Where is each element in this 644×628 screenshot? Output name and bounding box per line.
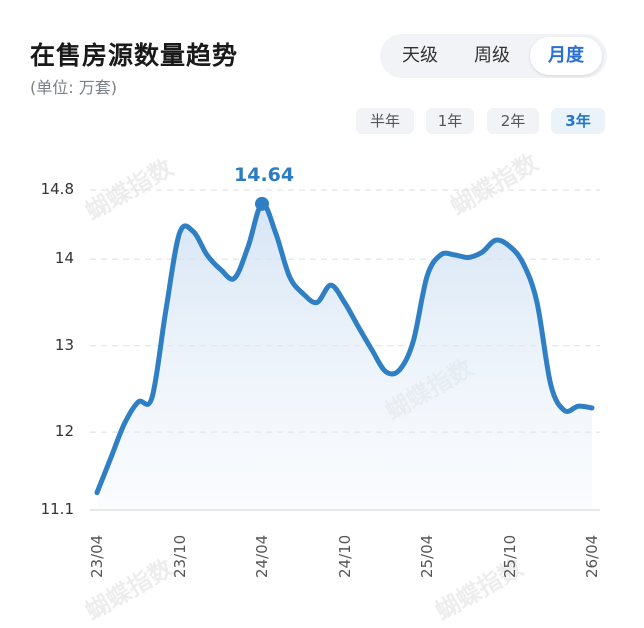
x-tick-label: 25/04 [418, 534, 436, 578]
unit-subtitle: (单位: 万套) [30, 78, 117, 97]
tab-monthly[interactable]: 月度 [530, 37, 602, 75]
series-area [97, 203, 592, 510]
y-tick-label: 11.1 [40, 500, 74, 518]
range-half-year[interactable]: 半年 [356, 108, 414, 134]
x-tick-label: 26/04 [583, 534, 601, 578]
y-tick-label: 14.8 [40, 180, 74, 198]
page-title: 在售房源数量趋势 [30, 41, 239, 70]
x-tick-label: 24/04 [253, 534, 271, 578]
x-tick-label: 23/10 [170, 534, 189, 578]
x-tick-label: 23/04 [88, 534, 106, 578]
y-tick-label: 12 [54, 422, 74, 441]
range-3-year[interactable]: 3年 [551, 108, 605, 134]
tab-weekly[interactable]: 周级 [474, 45, 510, 66]
series-line [94, 201, 595, 496]
peak-value-label: 14.64 [234, 163, 295, 186]
x-tick-label: 25/10 [500, 534, 519, 578]
range-2-year[interactable]: 2年 [487, 108, 539, 134]
tab-daily[interactable]: 天级 [402, 45, 438, 66]
peak-marker [255, 196, 269, 211]
x-tick-label: 24/10 [335, 534, 354, 578]
range-1-year[interactable]: 1年 [426, 108, 474, 134]
y-tick-label: 14 [54, 249, 74, 268]
y-tick-label: 13 [54, 335, 74, 354]
period-segmented-control: 天级 周级 月度 [380, 34, 607, 78]
